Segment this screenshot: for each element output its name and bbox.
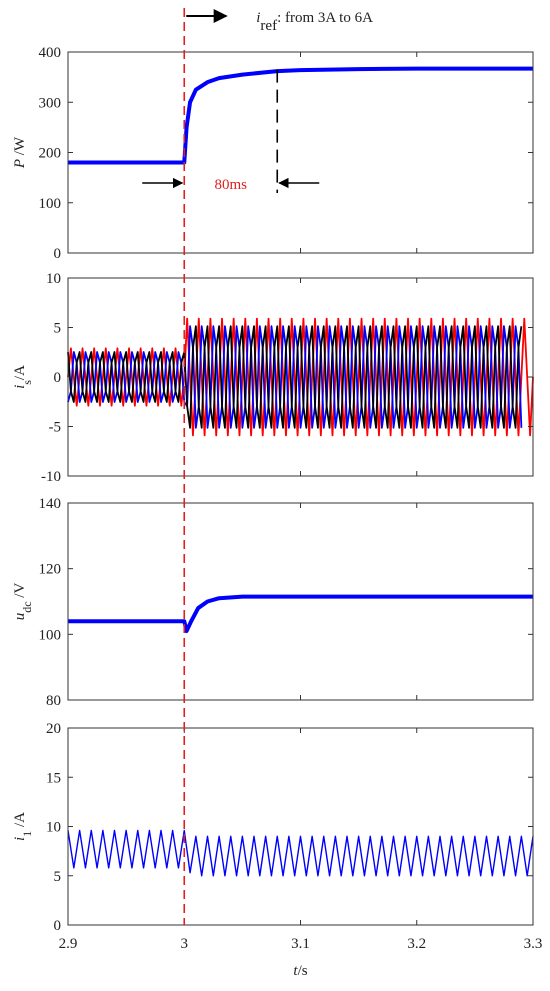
label-part: /A <box>12 365 28 380</box>
series-line <box>67 325 523 429</box>
series-line <box>67 325 523 429</box>
y-tick-label: 200 <box>39 146 62 162</box>
series-line <box>67 829 534 877</box>
axis-label: udc​ /V <box>12 583 34 621</box>
span-label: 80ms <box>214 177 247 193</box>
y-tick-label: 300 <box>39 95 62 111</box>
y-tick-label: 10 <box>46 271 61 287</box>
y-tick-label: 120 <box>39 562 62 578</box>
axis-label: iref​: from 3A to 6A <box>256 10 373 34</box>
y-tick-label: 100 <box>39 196 62 212</box>
series-line <box>67 317 534 437</box>
plot-frame <box>67 51 534 254</box>
y-tick-label: -5 <box>49 420 62 436</box>
x-tick-label: 2.9 <box>59 936 78 952</box>
y-tick-label: 0 <box>54 918 62 934</box>
y-tick-label: 400 <box>39 45 62 61</box>
y-tick-label: 100 <box>39 627 62 643</box>
label-part: /s <box>298 963 308 979</box>
y-tick-label: 15 <box>46 770 61 786</box>
label-part: i <box>12 837 28 841</box>
y-tick-label: 10 <box>46 820 61 836</box>
series-line <box>68 66 533 165</box>
series-line <box>68 594 533 634</box>
label-part: /A <box>12 812 28 831</box>
plot-frame <box>67 502 534 701</box>
x-tick-label: 3 <box>181 936 189 952</box>
y-tick-label: 0 <box>54 370 62 386</box>
axis-label: i1​ /A <box>12 812 34 841</box>
x-tick-label: 3.3 <box>524 936 543 952</box>
label-part: u <box>12 613 28 621</box>
plot-frame <box>67 727 534 926</box>
x-tick-label: 3.2 <box>407 936 426 952</box>
label-part: s <box>20 380 34 385</box>
y-tick-label: 0 <box>54 246 62 262</box>
y-tick-label: 20 <box>46 721 61 737</box>
y-tick-label: 80 <box>46 693 61 709</box>
y-tick-label: 5 <box>54 869 62 885</box>
label-part: /W <box>12 136 28 159</box>
y-tick-label: 140 <box>39 496 62 512</box>
axis-label: P /W <box>12 136 28 169</box>
x-tick-label: 3.1 <box>291 936 310 952</box>
label-part: 1 <box>20 831 34 837</box>
label-part: t <box>293 963 298 979</box>
label-part: ref <box>260 18 277 34</box>
axis-label: t/s <box>293 963 307 979</box>
y-tick-label: 5 <box>54 321 62 337</box>
label-part: i <box>256 10 260 26</box>
axis-label: is​/A <box>12 365 34 389</box>
y-tick-label: -10 <box>41 469 61 485</box>
label-part: dc <box>20 601 34 612</box>
label-part: /V <box>12 583 28 602</box>
label-part: i <box>12 385 28 389</box>
label-part: P <box>12 159 28 169</box>
label-part: : from 3A to 6A <box>277 10 373 26</box>
